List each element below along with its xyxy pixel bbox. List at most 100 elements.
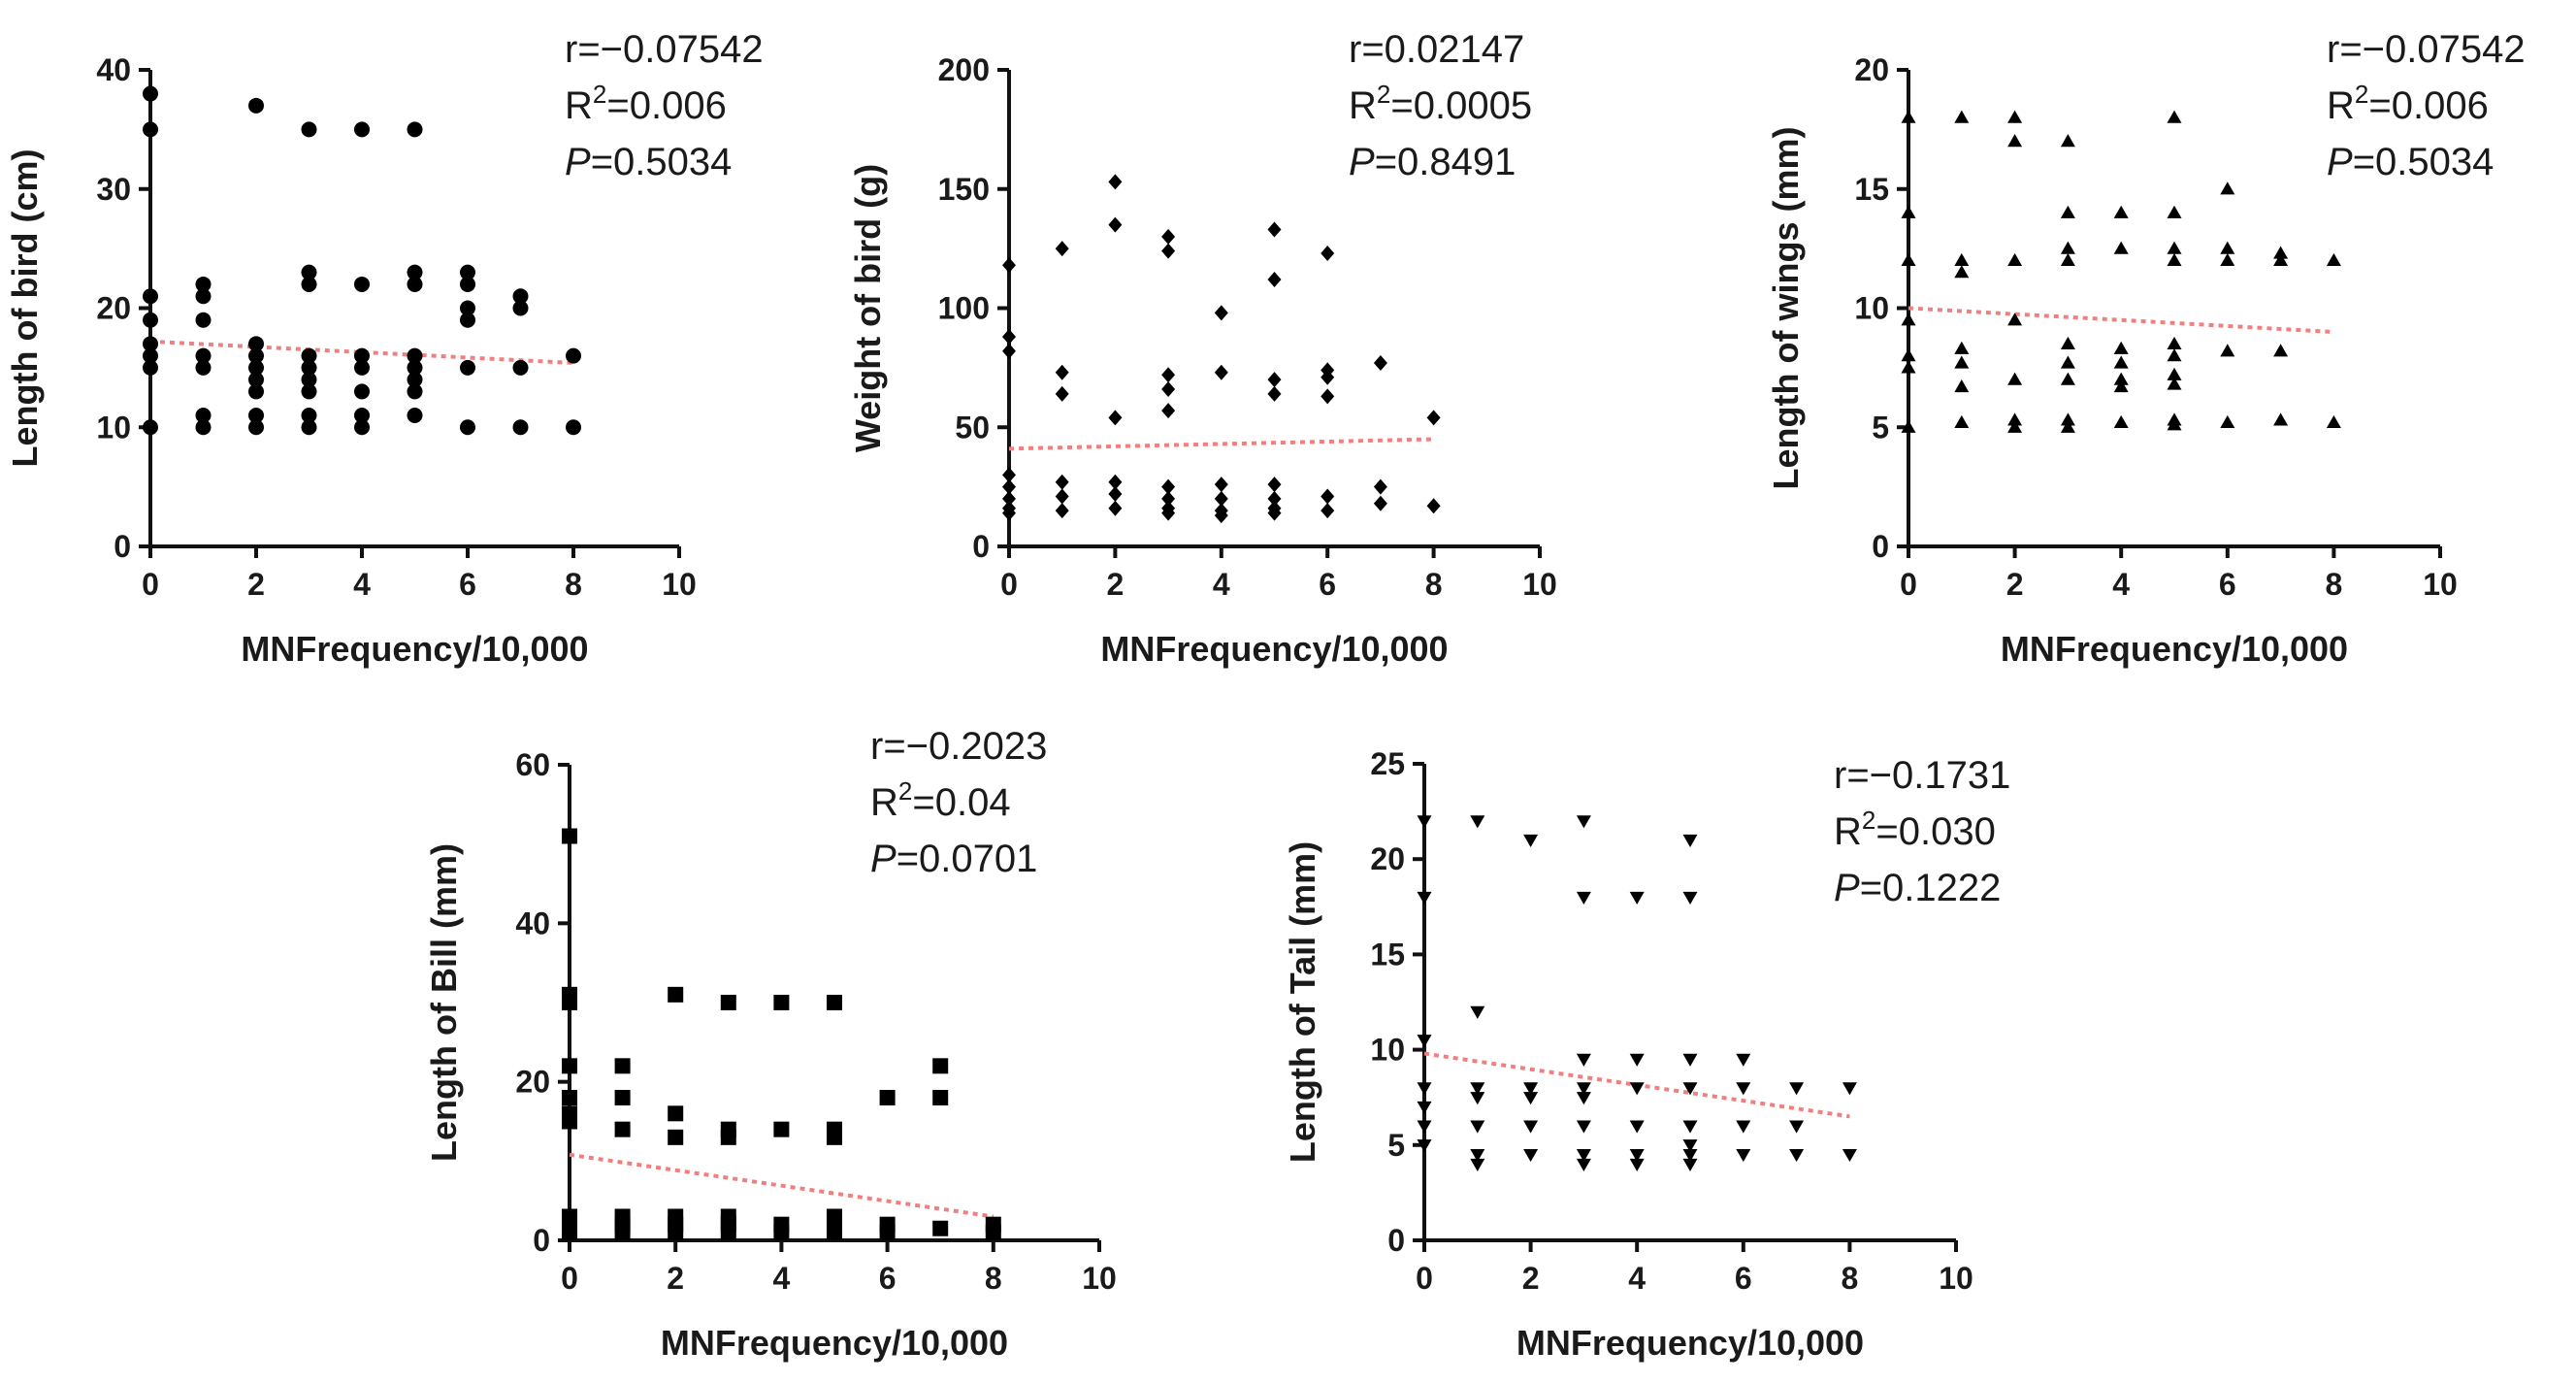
data-point [1470, 1082, 1485, 1096]
r-value: r=−0.07542 [565, 28, 764, 71]
data-point [2060, 372, 2075, 385]
data-point [1055, 503, 1069, 519]
data-point [2273, 252, 2289, 267]
data-point [2167, 241, 2182, 254]
data-point [614, 1090, 631, 1105]
data-point [1576, 891, 1591, 905]
data-point [773, 1121, 790, 1137]
r-squared-value: R2=0.04 [870, 776, 1011, 824]
data-point [1373, 478, 1387, 495]
data-point [2167, 377, 2182, 390]
data-point [2273, 412, 2289, 426]
x-tick-label: 6 [879, 1261, 897, 1296]
data-point [1002, 505, 1016, 521]
data-point [932, 1090, 949, 1105]
data-point [301, 407, 317, 423]
y-axis-title: Length of wings (mm) [1766, 127, 1806, 490]
y-tick-label: 30 [96, 172, 131, 207]
data-point [562, 1090, 577, 1105]
x-axis-title: MNFrequency/10,000 [1516, 1323, 1864, 1363]
data-point [1523, 1092, 1539, 1105]
r-squared-value: R2=0.006 [565, 80, 727, 127]
data-point [1901, 348, 1916, 362]
data-point [248, 359, 264, 376]
data-point [512, 300, 529, 316]
data-point [301, 383, 317, 400]
data-point [1321, 246, 1335, 262]
data-point [1267, 272, 1282, 288]
data-point [827, 1224, 842, 1240]
data-point [2167, 348, 2182, 362]
y-axis-title: Weight of bird (g) [848, 164, 888, 452]
data-point [1901, 205, 1916, 218]
y-axis-title: Length of Tail (mm) [1283, 841, 1322, 1163]
data-point [248, 407, 264, 423]
data-point [301, 276, 317, 292]
data-point [301, 121, 317, 138]
data-points [1901, 110, 2341, 433]
data-point [1055, 385, 1069, 402]
x-tick-label: 0 [142, 567, 159, 602]
data-point [566, 419, 581, 436]
data-point [2060, 419, 2075, 433]
data-point [1108, 474, 1123, 490]
x-axis-title: MNFrequency/10,000 [241, 629, 588, 669]
data-points [1417, 815, 1857, 1171]
data-point [354, 276, 370, 292]
data-point [1055, 241, 1069, 257]
y-tick-label: 20 [515, 1065, 550, 1100]
x-tick-label: 10 [2423, 567, 2458, 602]
data-point [1576, 1092, 1591, 1105]
data-point [2167, 417, 2182, 431]
data-point [773, 1224, 790, 1240]
r-squared-exponent: 2 [898, 776, 912, 806]
data-point [2060, 241, 2075, 254]
data-point [1161, 243, 1176, 259]
data-point [2326, 252, 2341, 267]
y-tick-label: 40 [96, 52, 131, 87]
data-point [407, 276, 423, 292]
y-tick-label: 0 [1872, 529, 1889, 564]
data-point [1417, 1139, 1432, 1153]
y-tick-label: 0 [533, 1223, 550, 1258]
data-point [879, 1224, 896, 1240]
data-point [512, 419, 529, 436]
data-point [1629, 891, 1645, 905]
data-point [720, 1224, 736, 1240]
p-number: =0.8491 [1375, 141, 1516, 183]
r-squared-number: =0.006 [2368, 84, 2488, 127]
data-point [1417, 1101, 1432, 1115]
data-point [248, 419, 264, 436]
data-point [407, 407, 423, 423]
data-point [2007, 134, 2023, 148]
data-point [2060, 336, 2075, 349]
data-point [2167, 110, 2182, 123]
data-point [1682, 1158, 1698, 1171]
data-point [1629, 1053, 1645, 1067]
r-value: r=−0.07542 [2327, 28, 2526, 71]
data-point [1682, 1120, 1698, 1134]
data-point [248, 372, 264, 388]
data-point [1682, 834, 1698, 848]
data-points [1002, 174, 1441, 524]
y-tick-label: 60 [515, 747, 550, 782]
data-point [1682, 1139, 1698, 1153]
data-point [248, 383, 264, 400]
data-point [2326, 414, 2341, 428]
data-point [1523, 1148, 1539, 1163]
x-tick-label: 8 [565, 567, 582, 602]
data-point [2167, 336, 2182, 349]
data-point [2060, 252, 2075, 267]
data-point [668, 1129, 684, 1145]
data-point [407, 372, 423, 388]
x-tick-label: 6 [2219, 567, 2236, 602]
data-point [248, 347, 264, 364]
data-point [460, 300, 475, 316]
data-point [1161, 403, 1176, 419]
x-tick-label: 2 [1522, 1261, 1540, 1296]
data-point [1470, 815, 1485, 829]
p-number: =0.5034 [2353, 141, 2494, 183]
data-point [2007, 412, 2023, 426]
data-point [1055, 364, 1069, 380]
data-point [985, 1224, 1001, 1240]
